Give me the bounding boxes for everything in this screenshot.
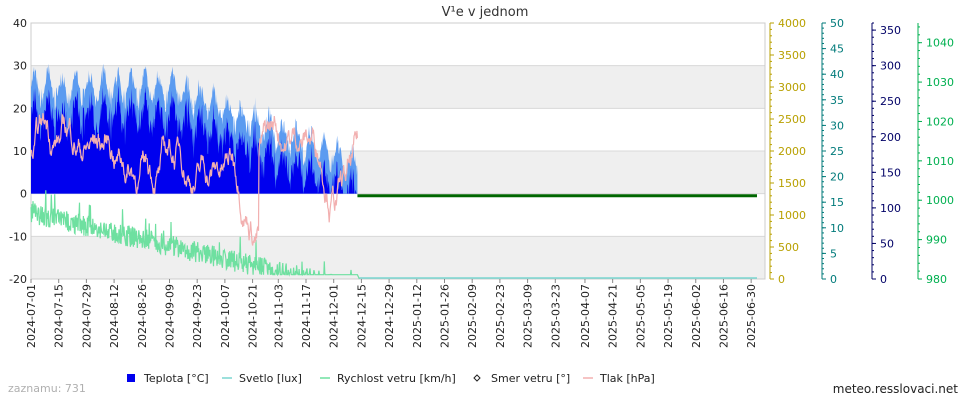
y-tick-label-temperature: 0 [20, 188, 27, 201]
y-axis-smer-vetru-tick-label: 100 [880, 202, 901, 215]
y-axis-tlak-tick-label: 1020 [926, 115, 954, 128]
y-axis-smer-vetru-tick-label: 350 [880, 24, 901, 37]
x-tick-label: 2025-01-12 [411, 284, 424, 348]
y-axis-rychlost-vetru-tick-label: 50 [830, 17, 844, 30]
y-tick-label-temperature: 10 [13, 145, 27, 158]
x-tick-label: 2025-06-02 [690, 284, 703, 348]
x-tick-label: 2025-02-23 [494, 284, 507, 348]
y-axis-smer-vetru-tick-label: 150 [880, 166, 901, 179]
legend-temperature-label: Teplota [°C] [143, 372, 209, 385]
x-tick-label: 2025-01-26 [438, 284, 451, 348]
series-temperature-area [31, 85, 358, 194]
y-axis-svetlo-tick-label: 2500 [778, 113, 806, 126]
x-tick-label: 2025-03-23 [549, 284, 562, 348]
site-link[interactable]: meteo.resslovaci.net [832, 382, 958, 396]
y-axis-rychlost-vetru-tick-label: 30 [830, 119, 844, 132]
chart-title: V¹e v jednom [442, 5, 529, 20]
legend-pressure-label: Tlak [hPa] [599, 372, 655, 385]
x-tick-label: 2024-09-09 [163, 284, 176, 348]
x-tick-label: 2024-10-21 [247, 284, 260, 348]
legend-wind-speed-label: Rychlost vetru [km/h] [337, 372, 456, 385]
x-tick-label: 2025-05-19 [662, 284, 675, 348]
y-axis-svetlo-tick-label: 500 [778, 241, 799, 254]
y-axis-smer-vetru-tick-label: 200 [880, 131, 901, 144]
x-tick-label: 2025-04-07 [579, 284, 592, 348]
y-axis-svetlo-tick-label: 2000 [778, 145, 806, 158]
legend-wind-direction-label: Smer vetru [°] [491, 372, 570, 385]
y-tick-label-temperature: -20 [9, 273, 27, 286]
y-axis-svetlo-tick-label: 0 [778, 273, 785, 286]
x-tick-label: 2024-08-12 [108, 284, 121, 348]
grid-band [31, 236, 765, 279]
y-axis-svetlo-tick-label: 4000 [778, 17, 806, 30]
y-axis-rychlost-vetru-tick-label: 5 [830, 247, 837, 260]
y-tick-label-temperature: 40 [13, 17, 27, 30]
x-tick-label: 2024-11-17 [300, 284, 313, 348]
x-tick-label: 2025-06-30 [745, 284, 758, 348]
y-axis-smer-vetru-tick-label: 0 [880, 273, 887, 286]
y-axis-svetlo-tick-label: 1000 [778, 209, 806, 222]
legend-light-label: Svetlo [lux] [239, 372, 302, 385]
y-axis-smer-vetru-tick-label: 50 [880, 237, 894, 250]
series-pressure-line [30, 113, 358, 246]
x-tick-label: 2024-08-26 [136, 284, 149, 348]
y-axis-tlak-tick-label: 1030 [926, 76, 954, 89]
records-count: zaznamu: 731 [8, 382, 86, 395]
x-tick-label: 2024-12-29 [383, 284, 396, 348]
x-tick-label: 2024-09-23 [191, 284, 204, 348]
y-axis-smer-vetru-tick-label: 250 [880, 95, 901, 108]
y-axis-tlak-tick-label: 1040 [926, 37, 954, 50]
y-tick-label-temperature: 20 [13, 102, 27, 115]
y-tick-label-temperature: 30 [13, 60, 27, 73]
y-axis-rychlost-vetru-tick-label: 20 [830, 171, 844, 184]
x-tick-label: 2025-06-16 [717, 284, 730, 348]
y-axis-tlak-tick-label: 990 [926, 234, 947, 247]
y-axis-rychlost-vetru-tick-label: 10 [830, 222, 844, 235]
y-axis-tlak-tick-label: 1000 [926, 194, 954, 207]
y-axis-rychlost-vetru-tick-label: 25 [830, 145, 844, 158]
y-axis-tlak-tick-label: 1010 [926, 155, 954, 168]
x-tick-label: 2024-12-01 [328, 284, 341, 348]
series-wind-speed-line [30, 190, 360, 280]
y-axis-tlak-tick-label: 980 [926, 273, 947, 286]
x-tick-label: 2025-03-09 [522, 284, 535, 348]
y-axis-svetlo-tick-label: 3500 [778, 49, 806, 62]
x-tick-label: 2024-07-15 [53, 284, 66, 348]
x-tick-label: 2024-07-29 [80, 284, 93, 348]
x-tick-label: 2024-10-07 [219, 284, 232, 348]
x-tick-label: 2024-11-03 [272, 284, 285, 348]
legend-wind-direction-swatch [473, 374, 481, 382]
x-tick-label: 2025-02-09 [466, 284, 479, 348]
y-axis-rychlost-vetru-tick-label: 40 [830, 68, 844, 81]
legend-temperature-swatch [127, 374, 135, 382]
y-axis-rychlost-vetru-tick-label: 35 [830, 94, 844, 107]
x-tick-label: 2025-05-05 [634, 284, 647, 348]
y-axis-svetlo-tick-label: 1500 [778, 177, 806, 190]
y-axis-rychlost-vetru-tick-label: 45 [830, 43, 844, 56]
x-tick-label: 2024-07-01 [25, 284, 38, 348]
y-axis-rychlost-vetru-tick-label: 15 [830, 196, 844, 209]
y-axis-rychlost-vetru-tick-label: 0 [830, 273, 837, 286]
x-tick-label: 2025-04-21 [607, 284, 620, 348]
y-tick-label-temperature: -10 [9, 230, 27, 243]
x-tick-label: 2024-12-15 [355, 284, 368, 348]
y-axis-svetlo-tick-label: 3000 [778, 81, 806, 94]
y-axis-smer-vetru-tick-label: 300 [880, 60, 901, 73]
